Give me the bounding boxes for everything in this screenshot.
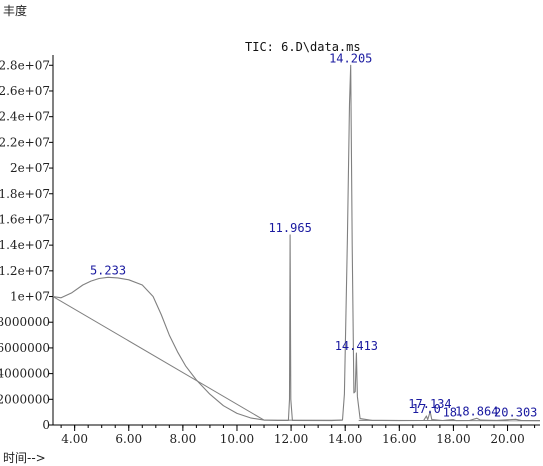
- y-tick: 2.2e+07: [0, 135, 53, 149]
- x-tick-label: 8.00: [170, 432, 197, 446]
- peak-label: 18.864: [455, 404, 498, 418]
- x-tick: 14.00: [328, 425, 362, 446]
- y-tick-label: 8000000: [0, 315, 50, 329]
- y-tick: 2000000: [0, 392, 53, 406]
- y-tick-label: 2.2e+07: [0, 135, 50, 149]
- peak-label: 20.303: [494, 405, 537, 419]
- peak-label: 17.0: [412, 402, 441, 416]
- y-tick: 1.2e+07: [0, 264, 53, 278]
- x-tick: 10.00: [220, 425, 254, 446]
- y-tick: 1.4e+07: [0, 238, 53, 252]
- series-line: [52, 64, 541, 422]
- peak-label: 11.965: [268, 221, 311, 235]
- x-tick-label: 10.00: [220, 432, 254, 446]
- peak-label: 14.205: [329, 51, 372, 65]
- y-tick: 6000000: [0, 341, 53, 355]
- y-tick-label: 2e+07: [10, 161, 50, 175]
- y-tick-label: 2000000: [0, 392, 50, 406]
- y-tick: 1.6e+07: [0, 212, 53, 226]
- y-tick-label: 6000000: [0, 341, 50, 355]
- y-tick: 4000000: [0, 367, 53, 381]
- y-tick-label: 2.4e+07: [0, 110, 50, 124]
- y-tick: 1e+07: [10, 290, 53, 304]
- y-tick: 2.6e+07: [0, 84, 53, 98]
- x-axis-label: 时间-->: [3, 451, 46, 465]
- peak-label: 17.134: [408, 397, 451, 411]
- x-tick-label: 14.00: [328, 432, 362, 446]
- y-tick-label: 1.8e+07: [0, 187, 50, 201]
- axes: 0 2000000 4000000 6000000 8000000 1e+07 1.2e+0…: [0, 55, 540, 446]
- x-tick-label: 18.00: [436, 432, 470, 446]
- x-tick: 16.00: [382, 425, 416, 446]
- peak-label: 14.413: [335, 339, 378, 353]
- x-tick: 4.00: [61, 425, 88, 446]
- integration-baselines: [52, 296, 541, 422]
- y-tick: 1.8e+07: [0, 187, 53, 201]
- y-tick-label: 4000000: [0, 367, 50, 381]
- x-tick: 8.00: [170, 425, 197, 446]
- y-tick: 8000000: [0, 315, 53, 329]
- x-tick: 12.00: [274, 425, 308, 446]
- y-axis-label: 丰度: [3, 4, 28, 18]
- x-tick-label: 12.00: [274, 432, 308, 446]
- baseline-segment: [52, 296, 265, 421]
- x-tick: 18.00: [436, 425, 471, 446]
- x-tick-label: 6.00: [115, 432, 142, 446]
- x-tick: 20.00: [490, 425, 525, 446]
- chart-title: TIC: 6.D\data.ms: [245, 40, 361, 54]
- y-tick-label: 1.2e+07: [0, 264, 50, 278]
- y-tick-label: 1e+07: [10, 290, 50, 304]
- y-tick-label: 2.6e+07: [0, 84, 50, 98]
- y-tick: 2.8e+07: [0, 58, 53, 72]
- y-tick: 2e+07: [10, 161, 53, 175]
- x-tick-label: 4.00: [61, 432, 88, 446]
- y-tick-label: 0: [42, 418, 50, 432]
- y-tick: 0: [42, 418, 53, 432]
- y-tick-label: 1.6e+07: [0, 212, 50, 226]
- peak-label: 5.233: [90, 263, 126, 277]
- y-tick-label: 1.4e+07: [0, 238, 50, 252]
- x-tick-label: 16.00: [382, 432, 416, 446]
- y-tick: 2.4e+07: [0, 110, 53, 124]
- tic-trace: [52, 64, 541, 422]
- x-tick-label: 20.00: [490, 432, 524, 446]
- peak-label: 18.: [443, 406, 465, 420]
- x-tick: 6.00: [115, 425, 142, 446]
- y-tick-label: 2.8e+07: [0, 58, 50, 72]
